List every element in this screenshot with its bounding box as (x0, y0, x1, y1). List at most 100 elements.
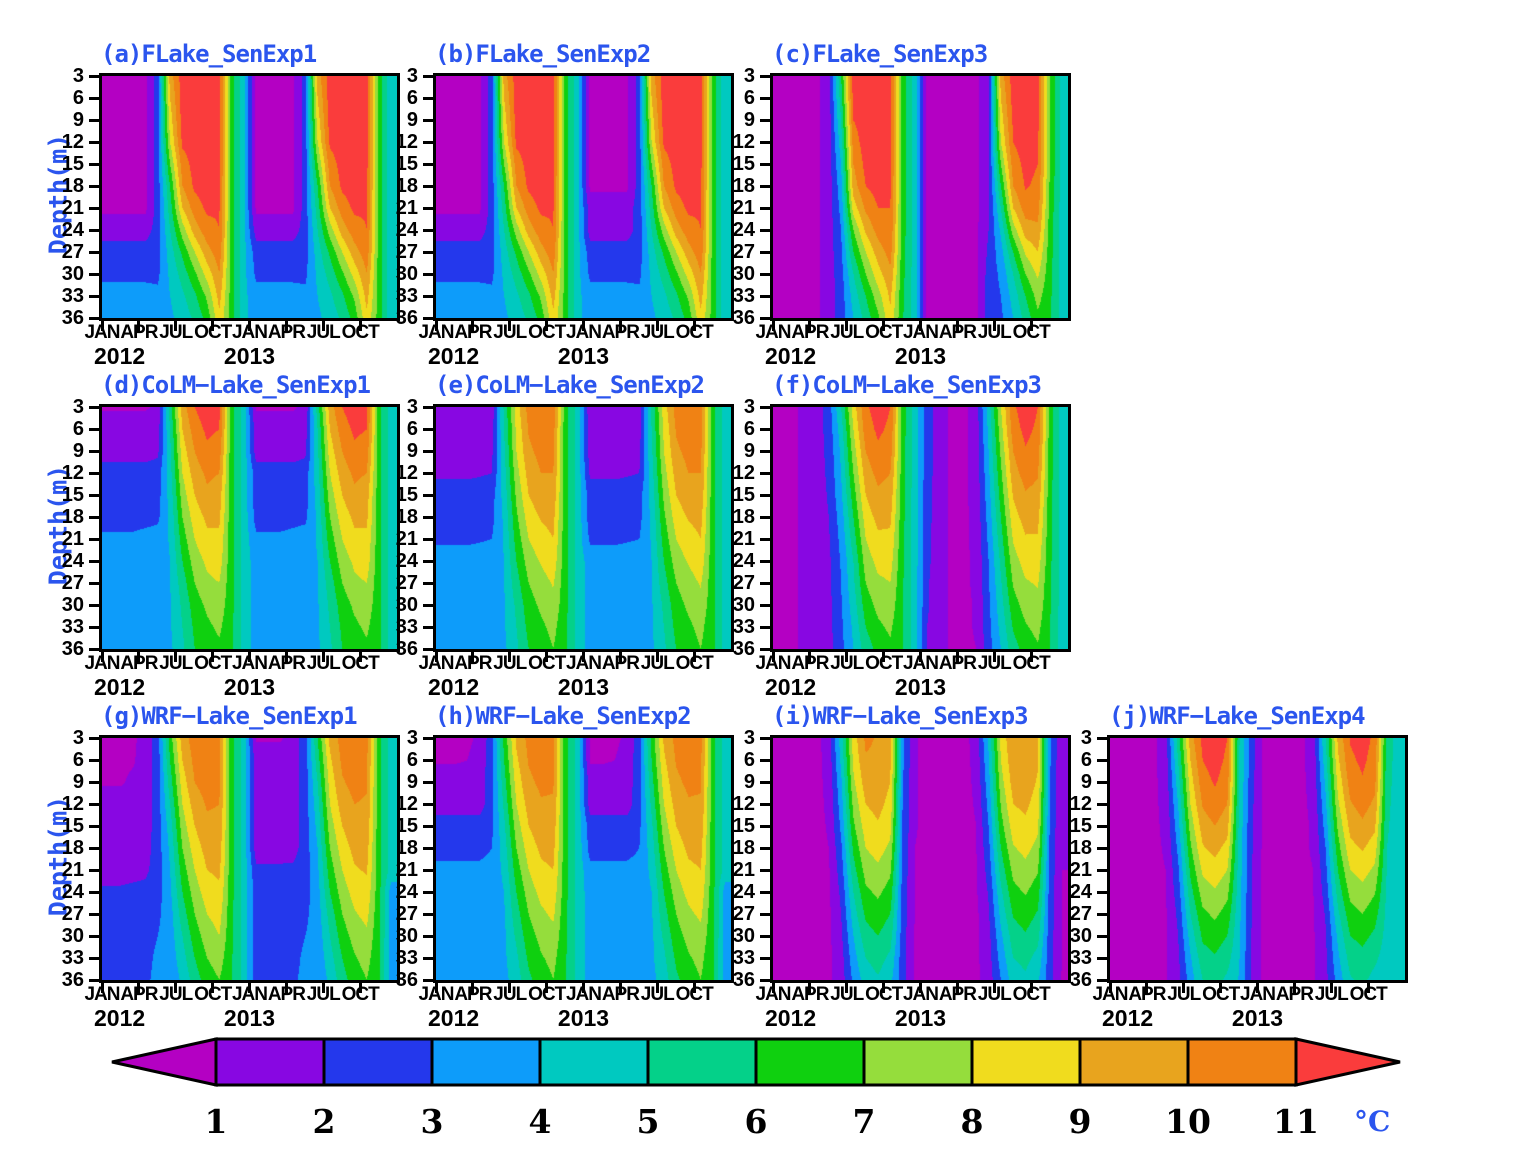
depth-tick (423, 912, 433, 916)
month-tick (100, 983, 104, 993)
month-tick (471, 321, 475, 331)
panel-b-plot: 3 6 9 12 15 18 21 24 27 30 33 36 JAN APR JUL OCT JAN APR J… (396, 65, 734, 369)
depth-tick (89, 890, 99, 894)
panel-b: (b)FLake_SenExp2 3 6 9 12 15 18 21 24 27 30 33 36 JA… (396, 40, 734, 369)
month-tick (248, 652, 251, 662)
depth-tick (423, 471, 433, 475)
panel-e: (e)CoLM−Lake_SenExp2 3 6 9 12 15 18 21 24 27 30 33… (396, 371, 734, 700)
month-tick-label: JUL (977, 322, 1012, 343)
colorbar-tick-label: 3 (421, 1102, 444, 1141)
month-tick (321, 983, 325, 993)
depth-tick (423, 736, 433, 740)
depth-tick-label: 24 (732, 219, 755, 241)
month-tick-label: JUL (1314, 984, 1349, 1005)
depth-tick (760, 140, 770, 144)
panel-h: (h)WRF−Lake_SenExp2 3 6 9 12 15 18 21 24 27 30 33 3… (396, 702, 734, 1031)
depth-tick (760, 978, 770, 982)
panel-d-plot: 3 6 9 12 15 18 21 24 27 30 33 36 JAN APR JUL OCT JAN APR J… (62, 396, 400, 700)
depth-tick (89, 272, 99, 276)
month-tick (137, 321, 141, 331)
depth-tick (1097, 956, 1107, 960)
depth-tick-label: 24 (395, 219, 418, 241)
depth-tick (423, 780, 433, 784)
depth-tick-label: 27 (395, 903, 418, 925)
month-tick-label: JUL (159, 322, 193, 343)
depth-tick-label: 15 (395, 153, 418, 175)
panel-d-heatmap (102, 407, 397, 649)
panel-f-title: (f)CoLM−Lake_SenExp3 (772, 371, 1042, 399)
depth-tick (760, 449, 770, 453)
depth-tick (423, 449, 433, 453)
depth-tick-label: 36 (395, 638, 418, 660)
month-tick (1292, 983, 1296, 993)
month-tick-label: JUL (830, 653, 864, 674)
depth-tick (423, 162, 433, 166)
month-tick-label: OCT (194, 984, 232, 1005)
year-label-2012: 2012 (428, 343, 480, 369)
panel-i-heatmap (773, 738, 1068, 980)
depth-tick-label: 9 (1080, 771, 1092, 793)
month-tick-label: APR (454, 322, 492, 343)
month-tick (1182, 983, 1186, 993)
month-tick (100, 321, 104, 331)
depth-tick-label: 12 (395, 131, 418, 153)
depth-tick-label: 12 (61, 462, 84, 484)
depth-tick (423, 758, 433, 762)
month-tick-label: JAN (418, 984, 454, 1005)
month-tick-label: JAN (755, 653, 791, 674)
month-tick (919, 321, 922, 331)
depth-tick (89, 802, 99, 806)
depth-tick-label: 30 (732, 925, 755, 947)
depth-tick (423, 228, 433, 232)
depth-tick (1097, 802, 1107, 806)
month-tick (1108, 983, 1112, 993)
panel-c-heatmap (773, 76, 1068, 318)
colorbar-tick-label: 11 (1273, 1102, 1319, 1141)
month-tick-label: OCT (528, 322, 566, 343)
depth-tick-label: 33 (1069, 947, 1092, 969)
month-tick-label: OCT (865, 653, 903, 674)
month-tick-label: JUL (493, 653, 527, 674)
depth-tick (89, 537, 99, 541)
depth-tick-label: 3 (72, 396, 84, 418)
depth-tick-label: 18 (61, 506, 84, 528)
depth-tick-label: 6 (406, 418, 418, 440)
depth-tick (89, 647, 99, 651)
depth-tick-label: 3 (406, 65, 418, 87)
panel-f-plot: 3 6 9 12 15 18 21 24 27 30 33 36 JAN APR JUL OCT JAN APR J… (733, 396, 1071, 700)
depth-tick-label: 9 (743, 440, 755, 462)
depth-tick (423, 96, 433, 100)
month-tick-label: APR (938, 322, 977, 343)
depth-tick (1097, 824, 1107, 828)
month-tick (992, 983, 996, 993)
depth-tick (760, 934, 770, 938)
depth-tick-label: 21 (732, 528, 755, 550)
depth-tick (760, 228, 770, 232)
colorbar-arrow-left (111, 1037, 218, 1087)
month-tick (582, 321, 585, 331)
depth-tick (423, 184, 433, 188)
depth-tick-label: 36 (395, 969, 418, 991)
depth-tick-label: 36 (61, 969, 84, 991)
panel-f-heatmap (773, 407, 1068, 649)
panel-j: (j)WRF−Lake_SenExp4 3 6 9 12 15 18 21 24 27 30 33 3… (1070, 702, 1408, 1031)
depth-tick (760, 559, 770, 563)
colorbar-tick-label: 1 (205, 1102, 228, 1141)
month-tick (174, 983, 178, 993)
month-tick-label: JAN (418, 653, 454, 674)
depth-tick-label: 6 (743, 418, 755, 440)
month-tick (1029, 652, 1033, 662)
depth-tick (1097, 780, 1107, 784)
month-tick (919, 983, 922, 993)
depth-tick (760, 316, 770, 320)
depth-tick-label: 24 (732, 550, 755, 572)
month-tick (808, 983, 812, 993)
colorbar-segment (430, 1037, 542, 1087)
panel-i: (i)WRF−Lake_SenExp3 3 6 9 12 15 18 21 24 27 30 33 3… (733, 702, 1071, 1031)
month-tick-label: APR (1128, 984, 1166, 1005)
month-tick-label: JAN (84, 984, 120, 1005)
month-tick (1145, 983, 1149, 993)
depth-tick (760, 890, 770, 894)
month-tick-label: APR (120, 322, 158, 343)
